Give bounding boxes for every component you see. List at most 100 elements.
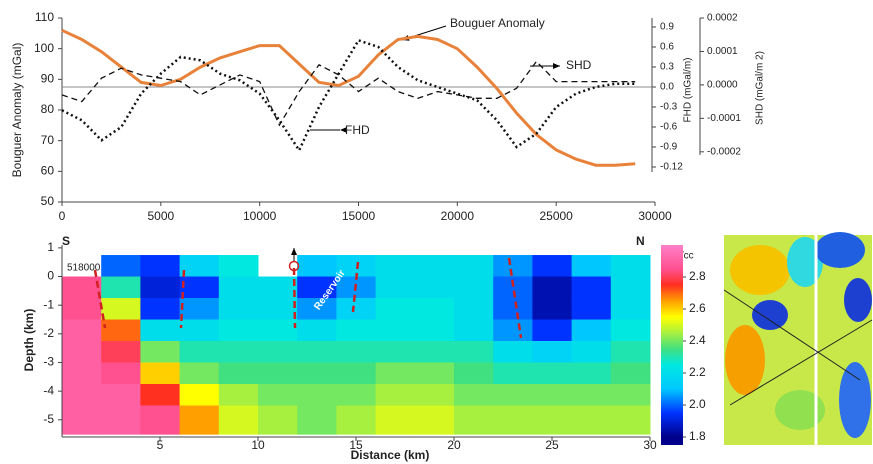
x-tick-label: 15 — [349, 438, 363, 452]
cell — [140, 362, 181, 385]
cell — [62, 319, 102, 342]
cell — [375, 405, 416, 435]
x-tick-label: 20 — [447, 438, 461, 452]
cell — [179, 255, 220, 278]
cell — [493, 298, 533, 321]
cell — [454, 255, 494, 278]
cell — [375, 276, 416, 299]
cell — [297, 362, 337, 385]
y2-tick-label: 0.3 — [660, 62, 674, 73]
cell — [493, 319, 533, 342]
cell — [375, 362, 416, 385]
y2-tick-label: -0.9 — [660, 142, 678, 153]
cell — [454, 383, 494, 406]
x-tick-label: 25000 — [539, 209, 573, 223]
y3-tick-label: 0.0001 — [707, 46, 738, 57]
cell — [493, 405, 533, 435]
cell — [258, 383, 298, 406]
cell — [258, 405, 298, 435]
y-tick-label: -4 — [43, 383, 54, 397]
y-tick-label: 1 — [47, 240, 54, 254]
cell — [101, 362, 141, 385]
cell — [218, 341, 259, 363]
cell — [571, 405, 612, 435]
cell — [218, 405, 259, 435]
y2-tick-label: -0.12 — [660, 162, 683, 173]
cell — [571, 319, 612, 342]
x-tick-label: 15000 — [342, 209, 376, 223]
cell — [218, 255, 259, 278]
cell — [375, 298, 416, 321]
cell — [454, 341, 494, 363]
cell — [414, 298, 455, 321]
y3-title: SHD (mGal/m 2) — [755, 51, 766, 125]
y2-tick-label: -0.3 — [660, 102, 678, 113]
cell — [571, 255, 612, 278]
y3-tick-label: -0.0001 — [707, 113, 741, 124]
cell — [532, 341, 573, 363]
cell — [258, 341, 298, 363]
cell — [336, 255, 377, 278]
cell — [532, 383, 573, 406]
cell — [493, 276, 533, 299]
cell — [571, 298, 612, 321]
cell — [258, 362, 298, 385]
y2-tick-label: 0.6 — [660, 42, 674, 53]
cell — [179, 341, 220, 363]
cell — [258, 298, 298, 321]
colorbar-tick-label: 2.0 — [689, 397, 706, 411]
cell — [493, 341, 533, 363]
x-tick-label: 0 — [59, 209, 66, 223]
cell — [571, 341, 612, 363]
cell — [297, 255, 337, 278]
cell — [532, 255, 573, 278]
cell — [336, 383, 377, 406]
cell — [375, 341, 416, 363]
colorbar-tick-label: 2.4 — [689, 333, 706, 347]
cell — [297, 276, 337, 299]
reservoir-marker — [288, 260, 300, 272]
cell — [414, 276, 455, 299]
cell — [179, 276, 220, 299]
annotation: SHD — [566, 58, 592, 72]
cell — [297, 383, 337, 406]
cell — [610, 319, 651, 342]
cell — [414, 362, 455, 385]
cell — [336, 319, 377, 342]
series-line — [61, 28, 636, 167]
cell — [610, 341, 651, 363]
label: 518000 — [67, 263, 101, 274]
colorbar-tick-label: 2.2 — [689, 365, 706, 379]
cell — [258, 276, 298, 299]
x-tick-label: 30000 — [638, 209, 672, 223]
cell — [610, 405, 651, 435]
cell — [258, 319, 298, 342]
y-tick-label: 110 — [35, 10, 54, 24]
cell — [218, 298, 259, 321]
y3-tick-label: 0.0000 — [707, 80, 738, 91]
cell — [336, 341, 377, 363]
cell — [218, 383, 259, 406]
cell — [454, 319, 494, 342]
cell — [375, 319, 416, 342]
cell — [493, 255, 533, 278]
cell — [62, 362, 102, 385]
x-tick-label: 25 — [545, 438, 559, 452]
cell — [610, 383, 651, 406]
cell — [101, 298, 141, 321]
y-title: Depth (km) — [22, 309, 36, 372]
cell — [179, 362, 220, 385]
cell — [140, 405, 181, 435]
cell — [140, 383, 181, 406]
cell — [610, 255, 651, 278]
cell — [610, 362, 651, 385]
x-tick-label: 10000 — [243, 209, 277, 223]
cell — [336, 362, 377, 385]
annotation: FHD — [345, 123, 370, 137]
y3-tick-label: 0.0002 — [707, 13, 738, 24]
cell — [179, 319, 220, 342]
x-tick-label: 5 — [157, 438, 164, 452]
label: S — [62, 234, 70, 248]
cell — [62, 341, 102, 363]
